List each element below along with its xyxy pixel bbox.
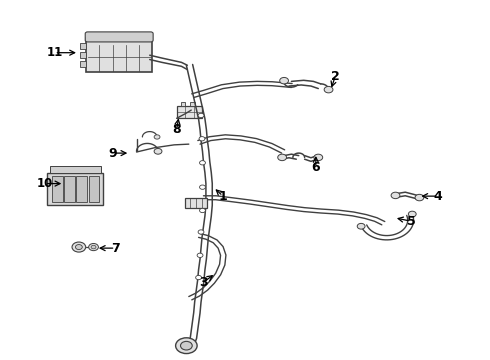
Circle shape xyxy=(197,253,203,257)
Circle shape xyxy=(198,230,204,234)
Circle shape xyxy=(199,161,205,165)
Text: 10: 10 xyxy=(37,177,53,190)
Text: 4: 4 xyxy=(434,190,442,203)
Circle shape xyxy=(324,86,333,93)
Circle shape xyxy=(75,244,82,249)
Bar xyxy=(80,42,86,49)
Circle shape xyxy=(415,194,424,201)
Bar xyxy=(176,106,202,118)
Circle shape xyxy=(199,185,205,189)
Circle shape xyxy=(314,154,323,161)
Text: 11: 11 xyxy=(47,46,63,59)
Bar xyxy=(89,176,99,202)
Bar xyxy=(64,176,75,202)
Circle shape xyxy=(175,338,197,354)
Circle shape xyxy=(199,136,205,141)
Bar xyxy=(76,176,87,202)
Circle shape xyxy=(91,245,96,249)
Circle shape xyxy=(72,242,86,252)
Bar xyxy=(54,168,60,173)
Text: 6: 6 xyxy=(312,161,320,174)
Circle shape xyxy=(391,192,400,199)
Circle shape xyxy=(180,341,192,350)
Circle shape xyxy=(199,208,205,213)
Circle shape xyxy=(408,211,416,217)
Bar xyxy=(66,168,73,173)
Circle shape xyxy=(280,77,289,84)
Circle shape xyxy=(154,148,162,154)
Bar xyxy=(80,51,86,58)
Circle shape xyxy=(198,113,204,118)
Circle shape xyxy=(278,154,287,161)
Text: 3: 3 xyxy=(199,276,208,289)
Text: 2: 2 xyxy=(331,69,340,82)
Text: 8: 8 xyxy=(172,123,181,136)
Circle shape xyxy=(154,135,160,139)
Bar xyxy=(47,173,103,205)
Text: 9: 9 xyxy=(109,147,118,159)
Bar xyxy=(80,60,86,67)
FancyBboxPatch shape xyxy=(85,32,153,42)
Bar xyxy=(52,176,63,202)
Text: 7: 7 xyxy=(111,242,120,255)
Circle shape xyxy=(196,275,201,280)
Bar xyxy=(49,166,101,173)
Text: 1: 1 xyxy=(219,190,227,203)
Bar xyxy=(78,168,85,173)
Bar xyxy=(91,168,97,173)
Bar xyxy=(180,102,185,106)
Bar xyxy=(86,39,152,72)
Bar xyxy=(185,198,207,208)
Circle shape xyxy=(357,224,365,229)
Bar xyxy=(190,102,195,106)
Text: 5: 5 xyxy=(407,215,416,228)
Circle shape xyxy=(89,243,98,251)
